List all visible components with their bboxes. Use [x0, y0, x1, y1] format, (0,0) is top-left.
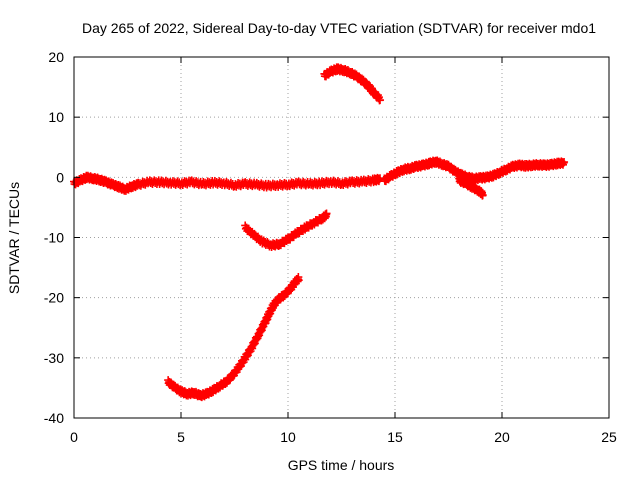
y-tick-label: -20 [44, 290, 64, 306]
data-point [376, 96, 385, 105]
data-point [560, 157, 569, 166]
y-tick-label: -40 [44, 410, 64, 426]
data-point [478, 191, 487, 200]
grid-lines [74, 57, 609, 418]
axis-ticks: 0 5 10 15 20 25 -40 -30 -20 -10 0 10 20 [44, 49, 617, 445]
y-tick-label: 10 [48, 109, 64, 125]
series-arc-above-zero [320, 63, 385, 105]
x-tick-label: 20 [494, 429, 510, 445]
series-rising-track-from-35 [164, 273, 303, 402]
x-tick-label: 5 [177, 429, 185, 445]
series-short-dip [455, 174, 487, 200]
data-point [322, 209, 331, 218]
y-tick-label: 0 [56, 169, 64, 185]
data-series [70, 63, 569, 402]
y-tick-label: -30 [44, 350, 64, 366]
series-late-day-track [380, 156, 569, 186]
y-tick-label: 20 [48, 49, 64, 65]
x-tick-label: 25 [601, 429, 617, 445]
x-tick-label: 15 [387, 429, 403, 445]
series-near-zero-track [70, 171, 385, 195]
data-point [294, 276, 303, 285]
x-tick-label: 10 [280, 429, 296, 445]
series-bowl-near-10 [241, 209, 331, 252]
x-axis-title: GPS time / hours [288, 457, 395, 473]
x-tick-label: 0 [70, 429, 78, 445]
y-tick-label: -10 [44, 230, 64, 246]
chart-title: Day 265 of 2022, Sidereal Day-to-day VTE… [82, 20, 596, 36]
y-axis-title: SDTVAR / TECUs [6, 182, 22, 294]
